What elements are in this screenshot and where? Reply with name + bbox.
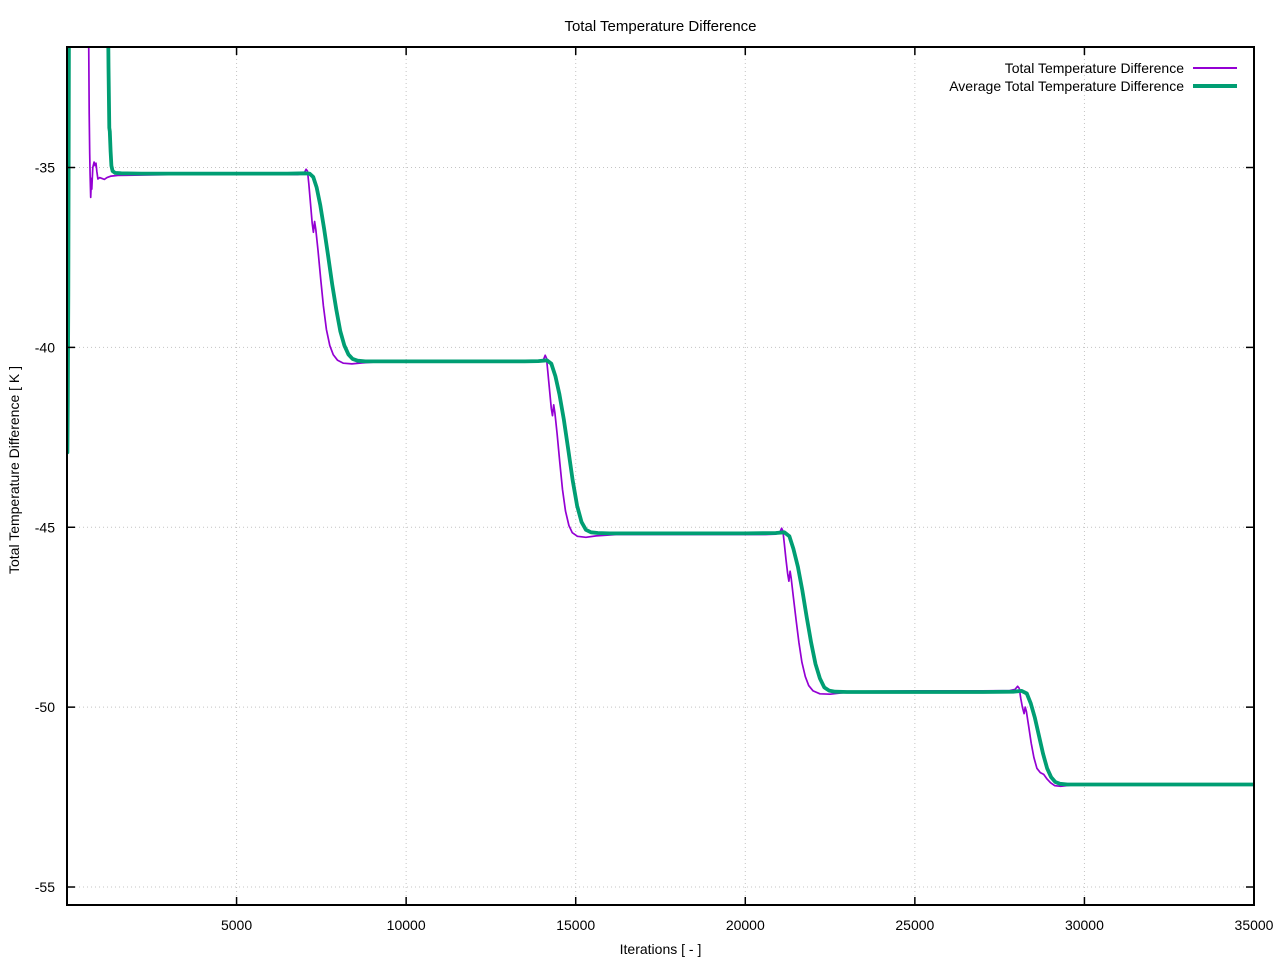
x-tick-label: 5000	[221, 917, 252, 933]
legend-line-sample-purple	[1193, 67, 1237, 69]
plot-border	[66, 46, 1255, 906]
x-tick-label: 10000	[387, 917, 426, 933]
legend-label-total: Total Temperature Difference	[1004, 60, 1184, 76]
legend-line-sample-green	[1193, 84, 1237, 88]
legend-row-total: Total Temperature Difference	[949, 59, 1237, 77]
y-tick-label: -55	[35, 879, 55, 895]
series-line-0	[87, 47, 1254, 788]
y-axis-label: Total Temperature Difference [ K ]	[6, 365, 22, 575]
x-tick-label: 20000	[726, 917, 765, 933]
x-tick-label: 35000	[1235, 917, 1274, 933]
x-axis-label: Iterations [ - ]	[619, 941, 702, 957]
y-tick-label: -40	[35, 339, 55, 355]
legend-label-average: Average Total Temperature Difference	[949, 78, 1184, 94]
legend: Total Temperature Difference Average Tot…	[949, 59, 1237, 95]
x-tick-label: 30000	[1065, 917, 1104, 933]
y-tick-label: -45	[35, 519, 55, 535]
chart-title: Total Temperature Difference	[564, 18, 757, 35]
legend-row-average: Average Total Temperature Difference	[949, 77, 1237, 95]
series-line-1	[67, 47, 1254, 787]
y-tick-label: -35	[35, 160, 55, 176]
y-tick-label: -50	[35, 699, 55, 715]
x-tick-label: 15000	[556, 917, 595, 933]
x-tick-label: 25000	[895, 917, 934, 933]
